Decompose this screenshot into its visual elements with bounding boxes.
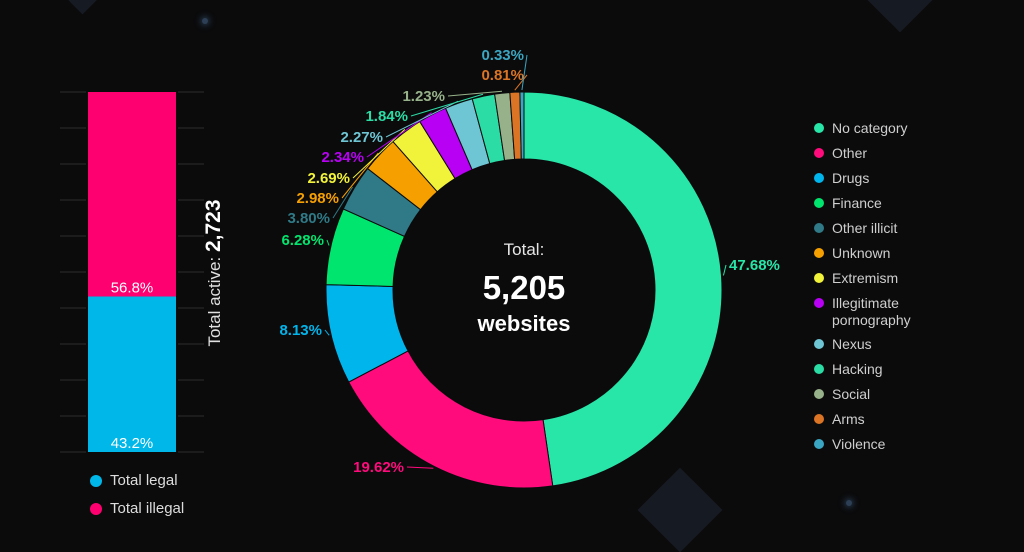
donut-data-label-extremism: 2.69% xyxy=(307,170,350,187)
legend-dot xyxy=(814,414,824,424)
legend-dot xyxy=(814,173,824,183)
legend-dot xyxy=(814,389,824,399)
legend-label: Drugs xyxy=(832,170,870,186)
donut-leader-line xyxy=(722,264,727,276)
legend-label: Nexus xyxy=(832,336,872,352)
legend-label: Illegitimate pornography xyxy=(832,295,911,328)
legend-label: Hacking xyxy=(832,361,883,377)
legend-item-other[interactable]: Other xyxy=(814,145,922,162)
donut-leader-line xyxy=(326,239,330,246)
donut-data-label-illegitimate-pornography: 2.34% xyxy=(321,149,364,166)
legend-label: Other illicit xyxy=(832,220,898,236)
legend-item-no-category[interactable]: No category xyxy=(814,120,922,137)
donut-leader-line xyxy=(410,93,484,117)
legend-item-other-illicit[interactable]: Other illicit xyxy=(814,220,922,237)
legend-item-arms[interactable]: Arms xyxy=(814,411,922,428)
legend-label: Violence xyxy=(832,436,886,452)
legend-item-nexus[interactable]: Nexus xyxy=(814,336,922,353)
donut-center-value: 5,205 xyxy=(482,269,566,306)
donut-data-label-arms: 0.81% xyxy=(481,67,524,84)
donut-leader-line xyxy=(324,329,330,336)
bar-segment-total-legal xyxy=(88,296,176,452)
donut-data-label-other-illicit: 3.80% xyxy=(287,210,330,227)
legend-dot xyxy=(814,339,824,349)
donut-data-label-social: 1.23% xyxy=(402,88,445,105)
legend-dot xyxy=(814,298,824,308)
legend-label: Unknown xyxy=(832,245,891,261)
donut-data-label-no-category: 47.68% xyxy=(729,257,780,274)
bar-data-label: 43.2% xyxy=(111,435,154,452)
donut-data-label-hacking: 1.84% xyxy=(365,108,408,125)
legend-item-social[interactable]: Social xyxy=(814,386,922,403)
donut-leader-line xyxy=(385,100,459,138)
stacked-bar-chart: 43.2% 56.8% xyxy=(60,91,204,453)
legend-label: Extremism xyxy=(832,270,899,286)
legend-dot xyxy=(814,439,824,449)
donut-leader-line xyxy=(332,186,353,219)
legend-dot xyxy=(814,123,824,133)
donut-data-label-other: 19.62% xyxy=(353,459,404,476)
legend-label: Social xyxy=(832,386,871,402)
donut-leader-line xyxy=(521,54,528,91)
donut-data-label-finance: 6.28% xyxy=(281,232,324,249)
donut-data-label-nexus: 2.27% xyxy=(340,129,383,146)
donut-data-label-unknown: 2.98% xyxy=(296,190,339,207)
legend-label: No category xyxy=(832,120,908,136)
donut-slice-no-category xyxy=(523,91,723,487)
donut-data-label-violence: 0.33% xyxy=(481,47,524,64)
legend-item-extremism[interactable]: Extremism xyxy=(814,270,922,287)
legal-legend-dot xyxy=(90,474,102,487)
legend-dot xyxy=(814,273,824,283)
legend-item-unknown[interactable]: Unknown xyxy=(814,245,922,262)
legend-item-drugs[interactable]: Drugs xyxy=(814,170,922,187)
donut-leader-line xyxy=(514,74,528,91)
bar-legend-legal: Total legal xyxy=(90,472,178,489)
legend-item-violence[interactable]: Violence xyxy=(814,436,922,453)
legend-dot xyxy=(814,223,824,233)
legend-dot xyxy=(814,364,824,374)
donut-legend: No category Other Drugs Finance Other illici… xyxy=(814,120,922,461)
donut-chart: 47.68% 19.62% 8.13% 6.28% 3.80% 2.98% 2.69% 2.3… xyxy=(279,47,780,489)
donut-data-label-drugs: 8.13% xyxy=(279,322,322,339)
background-dot xyxy=(846,500,852,506)
legend-dot xyxy=(814,248,824,258)
legend-item-illegitimate-pornography[interactable]: Illegitimate pornography xyxy=(814,295,922,329)
donut-slice-violence xyxy=(519,91,525,160)
legend-label: Finance xyxy=(832,195,882,211)
legend-item-finance[interactable]: Finance xyxy=(814,195,922,212)
donut-center-title: Total: xyxy=(503,240,545,259)
legal-legend-label: Total legal xyxy=(110,472,178,489)
legend-label: Arms xyxy=(832,411,865,427)
bar-data-label: 56.8% xyxy=(111,279,154,296)
legend-item-hacking[interactable]: Hacking xyxy=(814,361,922,378)
legend-label: Other xyxy=(832,145,868,161)
donut-leader-line xyxy=(406,466,434,469)
donut-center-unit: websites xyxy=(477,311,571,336)
background-dot xyxy=(202,18,208,24)
legend-dot xyxy=(814,148,824,158)
donut-leader-line xyxy=(447,90,503,97)
bar-segment-total-illegal xyxy=(88,92,176,297)
legend-dot xyxy=(814,198,824,208)
